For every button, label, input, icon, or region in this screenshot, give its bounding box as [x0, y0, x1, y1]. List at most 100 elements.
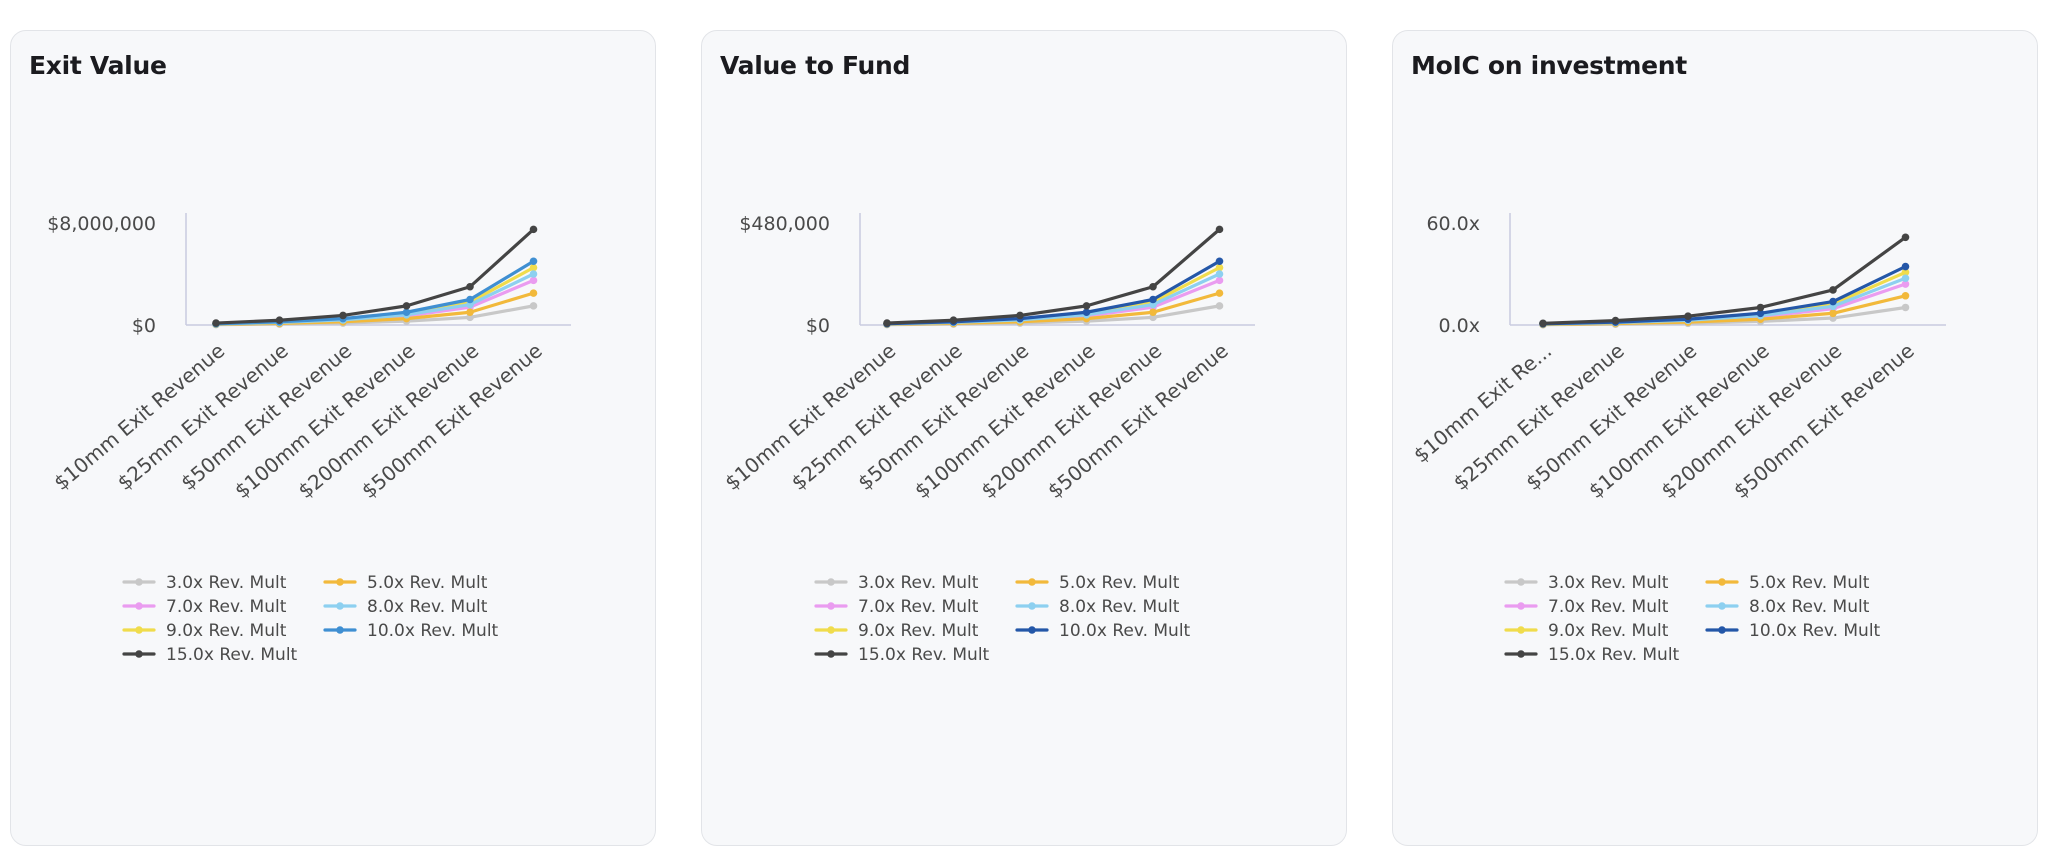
legend-label: 9.0x Rev. Mult	[1548, 621, 1669, 641]
data-point	[1756, 309, 1765, 318]
y-tick-label: $0	[132, 315, 156, 337]
data-point	[529, 263, 538, 272]
chart-title: MoIC on investment	[1411, 51, 1687, 80]
chart-title: Exit Value	[29, 51, 167, 80]
data-point	[529, 289, 538, 297]
data-point	[402, 302, 411, 310]
legend-swatch-dot	[336, 626, 344, 634]
legend-swatch-dot	[827, 650, 835, 658]
legend-swatch-dot	[827, 626, 835, 634]
legend-swatch-dot	[1028, 602, 1036, 610]
exit-value-chart: $8,000,000$0$10mm Exit Revenue$25mm Exit…	[47, 213, 571, 665]
legend-swatch-dot	[135, 650, 143, 658]
data-point	[1901, 303, 1910, 312]
data-point	[529, 257, 538, 266]
y-tick-label: $480,000	[739, 213, 830, 235]
legend-swatch-dot	[1028, 626, 1036, 634]
data-point	[1901, 280, 1910, 288]
data-point	[1149, 282, 1157, 291]
data-point	[1149, 295, 1157, 304]
data-point	[1829, 286, 1837, 294]
legend-swatch-dot	[336, 578, 344, 586]
series-line	[1541, 235, 1908, 325]
data-point	[466, 308, 474, 317]
data-point	[212, 319, 220, 327]
y-tick-label: $0	[806, 315, 830, 337]
legend-label: 3.0x Rev. Mult	[166, 573, 287, 593]
data-point	[1684, 312, 1692, 320]
data-point	[466, 295, 474, 304]
data-point	[1215, 302, 1224, 310]
data-point	[1901, 262, 1910, 271]
legend-label: 10.0x Rev. Mult	[1059, 621, 1191, 641]
data-point	[529, 302, 538, 310]
legend-label: 8.0x Rev. Mult	[1059, 597, 1180, 617]
data-point	[1901, 291, 1910, 300]
legend-swatch-dot	[827, 602, 835, 610]
legend-label: 9.0x Rev. Mult	[166, 621, 287, 641]
series-line	[885, 227, 1222, 325]
data-point	[1829, 297, 1837, 306]
moic-card: MoIC on investment 60.0x 0.0x $10mm Exit R…	[1392, 30, 2038, 846]
legend-swatch-dot	[1718, 602, 1726, 610]
data-point	[339, 311, 347, 320]
legend-label: 7.0x Rev. Mult	[858, 597, 979, 617]
data-point	[1611, 316, 1620, 325]
data-point	[1215, 270, 1224, 278]
legend-label: 8.0x Rev. Mult	[1749, 597, 1870, 617]
legend-swatch-dot	[1517, 650, 1525, 658]
data-point	[1215, 225, 1224, 234]
data-point	[402, 308, 411, 317]
legend-swatch-dot	[1718, 578, 1726, 586]
value-to-fund-card: Value to Fund $480,000 $0 $10mm Exit Reven…	[701, 30, 1347, 846]
data-point	[1829, 309, 1837, 318]
exit-value-card: Exit Value $8,000,000 $0 $10mm Exit Revenu…	[10, 30, 656, 846]
legend-swatch-dot	[135, 626, 143, 634]
moic-chart: 60.0x0.0x$10mm Exit Re...$25mm Exit Reve…	[1409, 213, 1946, 665]
legend-swatch-dot	[135, 578, 143, 586]
legend-swatch-dot	[1517, 626, 1525, 634]
data-point	[883, 319, 891, 327]
y-tick-label: 0.0x	[1439, 315, 1480, 337]
data-point	[275, 316, 284, 325]
y-tick-label: 60.0x	[1426, 213, 1480, 235]
data-point	[1539, 319, 1547, 328]
chart-title: Value to Fund	[720, 51, 911, 80]
data-point	[1082, 302, 1091, 310]
data-point	[949, 316, 958, 325]
legend-swatch-dot	[827, 578, 835, 586]
data-point	[1901, 274, 1910, 283]
legend-label: 9.0x Rev. Mult	[858, 621, 979, 641]
series-line	[214, 227, 536, 325]
data-point	[529, 225, 538, 234]
legend-label: 7.0x Rev. Mult	[166, 597, 287, 617]
legend-label: 5.0x Rev. Mult	[1059, 573, 1180, 593]
legend-label: 10.0x Rev. Mult	[367, 621, 499, 641]
legend-swatch-dot	[336, 602, 344, 610]
data-point	[1215, 276, 1224, 285]
legend-label: 3.0x Rev. Mult	[858, 573, 979, 593]
data-point	[1016, 311, 1024, 320]
legend-label: 5.0x Rev. Mult	[1749, 573, 1870, 593]
data-point	[1215, 263, 1224, 272]
legend-swatch-dot	[1718, 626, 1726, 634]
data-point	[1149, 308, 1157, 317]
legend-swatch-dot	[1028, 578, 1036, 586]
data-point	[1215, 257, 1224, 266]
legend-swatch-dot	[1517, 578, 1525, 586]
legend-label: 8.0x Rev. Mult	[367, 597, 488, 617]
data-point	[466, 282, 474, 291]
data-point	[1215, 289, 1224, 297]
legend-label: 15.0x Rev. Mult	[166, 645, 298, 665]
legend-swatch-dot	[135, 602, 143, 610]
value-to-fund-chart: $480,000$0$10mm Exit Revenue$25mm Exit R…	[720, 213, 1255, 665]
data-point	[529, 270, 538, 278]
data-point	[1082, 308, 1091, 317]
legend-label: 15.0x Rev. Mult	[1548, 645, 1680, 665]
legend-label: 3.0x Rev. Mult	[1548, 573, 1669, 593]
legend-label: 7.0x Rev. Mult	[1548, 597, 1669, 617]
legend-label: 5.0x Rev. Mult	[367, 573, 488, 593]
data-point	[1901, 268, 1910, 277]
legend-label: 10.0x Rev. Mult	[1749, 621, 1881, 641]
legend-swatch-dot	[1517, 602, 1525, 610]
